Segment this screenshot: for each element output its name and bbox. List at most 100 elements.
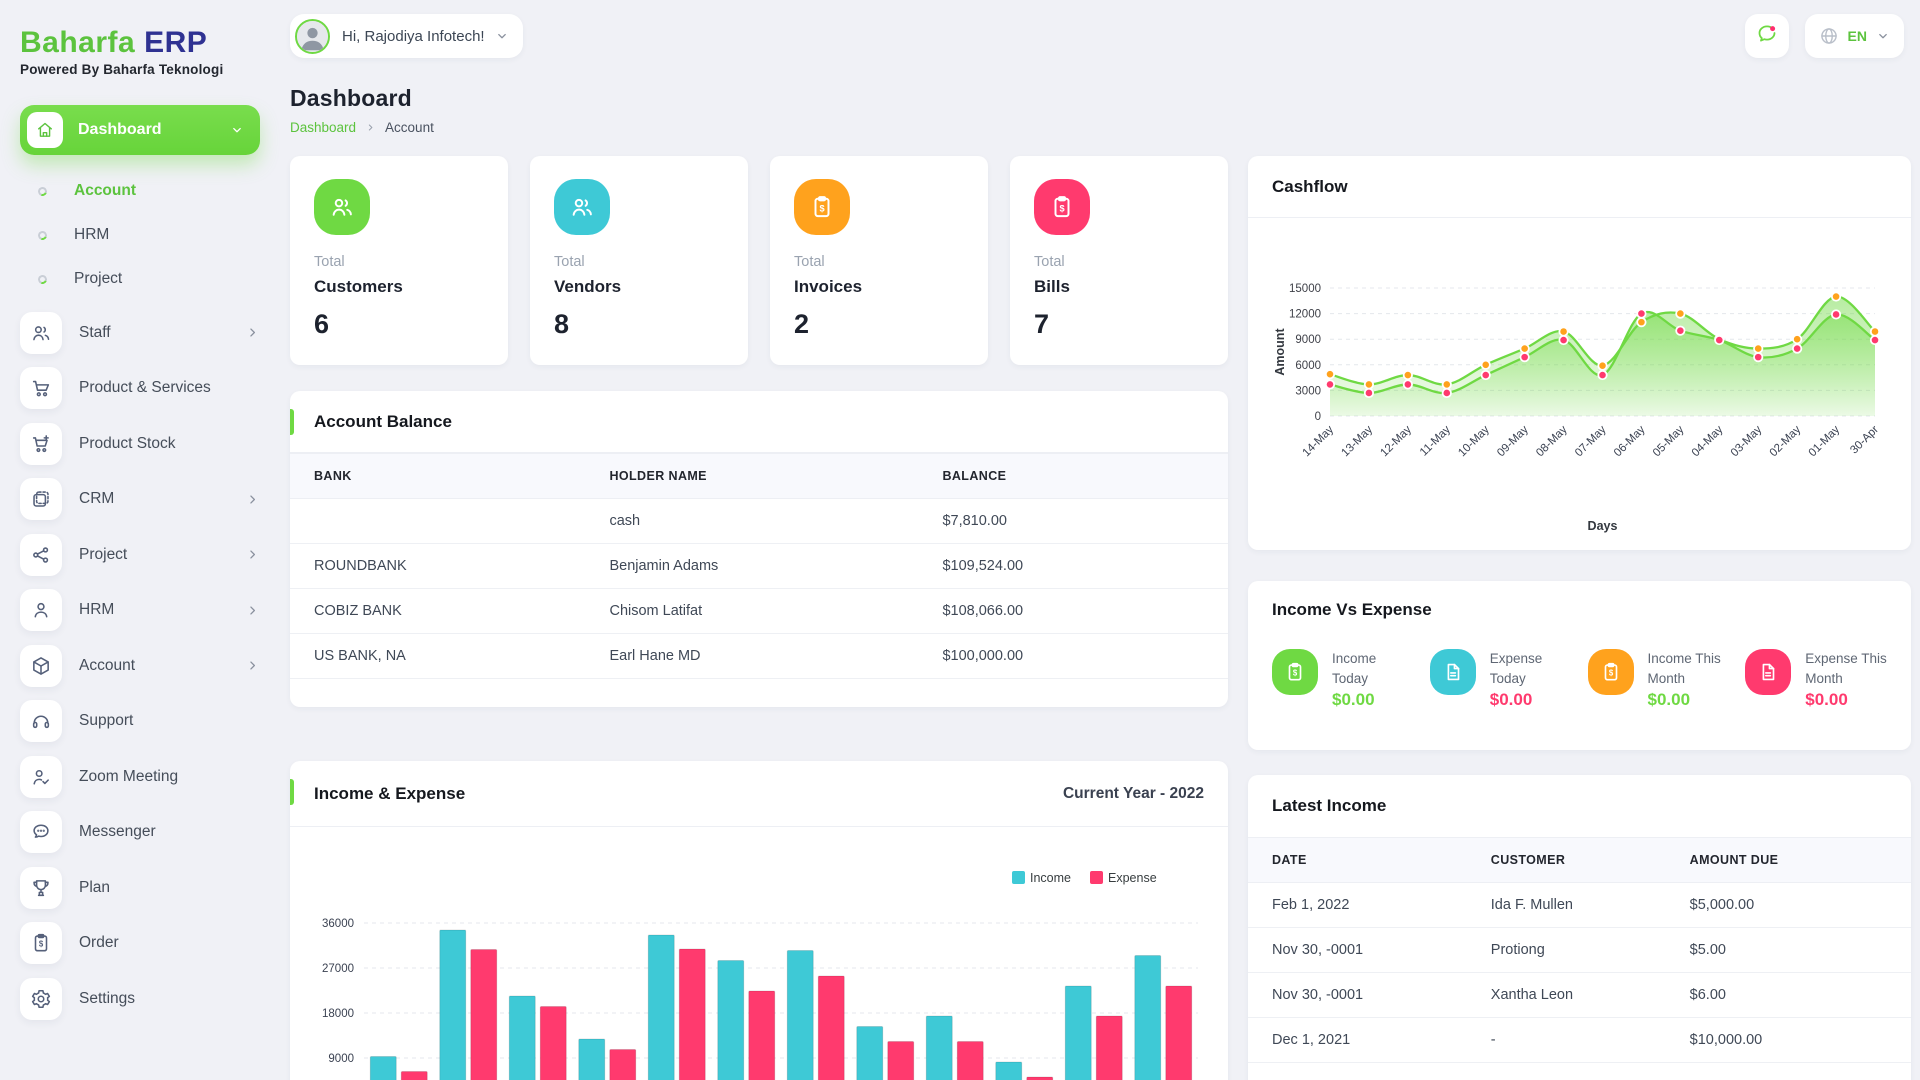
sidebar-item-order[interactable]: $ Order xyxy=(20,916,260,972)
ive-value: $0.00 xyxy=(1332,690,1375,710)
svg-text:10-May: 10-May xyxy=(1456,423,1492,459)
svg-text:Amount: Amount xyxy=(1273,328,1287,376)
headset-icon xyxy=(20,700,62,743)
users-icon xyxy=(554,179,610,235)
stat-card-invoices: $ Total Invoices 2 xyxy=(770,156,988,365)
receipt-icon xyxy=(1429,649,1476,695)
users-icon xyxy=(20,311,62,354)
messages-button[interactable] xyxy=(1744,14,1789,58)
cashflow-title: Cashflow xyxy=(1272,176,1348,196)
cashflow-card: Cashflow 0 3000 6000 9000 12000 15000 14-May 13… xyxy=(1248,156,1911,550)
brand-name-primary: Baharfa xyxy=(20,26,136,59)
sidebar-subitem-hrm[interactable]: HRM xyxy=(20,213,260,257)
sidebar-item-staff[interactable]: Staff xyxy=(20,305,260,361)
box-icon xyxy=(20,644,62,687)
ive-item-income-this-month: $ Income This Month $0.00 xyxy=(1587,649,1730,710)
latest-income-table: DATE CUSTOMER AMOUNT DUE Feb 1, 2022 Ida F.… xyxy=(1248,837,1911,1063)
page-title: Dashboard xyxy=(290,85,412,111)
brand-name-secondary: ERP xyxy=(144,26,208,59)
message-notification-icon xyxy=(1755,22,1779,51)
avatar xyxy=(295,18,330,54)
latest-income-row: Nov 30, -0001 Protiong $5.00 xyxy=(1248,927,1911,973)
ive-value: $0.00 xyxy=(1805,690,1848,710)
sidebar-item-product-services[interactable]: Product & Services xyxy=(20,361,260,417)
column-header-balance: BALANCE xyxy=(918,453,1228,499)
stat-card-bills: $ Total Bills 7 xyxy=(1010,156,1228,365)
account-balance-row: US BANK, NA Earl Hane MD $100,000.00 xyxy=(290,633,1228,679)
svg-text:14-May: 14-May xyxy=(1301,423,1337,459)
clipboard-dollar-icon: $ xyxy=(794,179,850,235)
income-expense-card: Income & Expense Current Year - 2022 090… xyxy=(290,761,1228,1080)
sidebar-item-product-stock[interactable]: Product Stock xyxy=(20,416,260,472)
user-greeting: Hi, Rajodiya Infotech! xyxy=(342,27,485,45)
sidebar-item-account[interactable]: Account xyxy=(20,638,260,694)
bullet-icon xyxy=(36,273,49,285)
language-code: EN xyxy=(1847,28,1867,44)
user-icon xyxy=(20,589,62,632)
account-balance-row: COBIZ BANK Chisom Latifat $108,066.00 xyxy=(290,588,1228,634)
svg-text:06-May: 06-May xyxy=(1612,423,1648,459)
sidebar-subitem-account[interactable]: Account xyxy=(20,169,260,213)
breadcrumb-link-dashboard[interactable]: Dashboard xyxy=(290,120,357,135)
sidebar-item-hrm[interactable]: HRM xyxy=(20,583,260,639)
account-balance-table: BANK HOLDER NAME BALANCE cash $7,810.00 ROUN… xyxy=(290,453,1228,679)
latest-income-row: Nov 30, -0001 Xantha Leon $6.00 xyxy=(1248,972,1911,1018)
id-card-icon xyxy=(20,478,62,521)
ive-item-expense-this-month: Expense This Month $0.00 xyxy=(1745,649,1887,710)
trophy-icon xyxy=(20,866,62,909)
users-icon xyxy=(314,179,370,235)
brand-logo[interactable]: Baharfa ERP Powered By Baharfa Teknologi xyxy=(20,26,260,77)
latest-income-row: Dec 1, 2021- $10,000.00 xyxy=(1248,1017,1911,1063)
sidebar-item-crm[interactable]: CRM xyxy=(20,472,260,528)
sidebar-subitem-project[interactable]: Project xyxy=(20,257,260,301)
svg-text:12000: 12000 xyxy=(1289,309,1321,321)
latest-income-row: Feb 1, 2022 Ida F. Mullen $5,000.00 xyxy=(1248,882,1911,928)
sidebar-item-support[interactable]: Support xyxy=(20,694,260,750)
svg-text:Expense: Expense xyxy=(1108,871,1157,885)
account-balance-row: ROUNDBANK Benjamin Adams $109,524.00 xyxy=(290,543,1228,589)
sidebar-item-plan[interactable]: Plan xyxy=(20,860,260,916)
svg-text:12-May: 12-May xyxy=(1378,423,1414,459)
svg-text:05-May: 05-May xyxy=(1651,423,1687,459)
stat-cards: Total Customers 6 Total Vendors 8 $ Total… xyxy=(290,156,1228,365)
clipboard-dollar-icon: $ xyxy=(1272,649,1318,695)
ive-value: $0.00 xyxy=(1489,690,1533,710)
clipboard-dollar-icon: $ xyxy=(1034,179,1090,235)
language-selector[interactable]: EN xyxy=(1804,14,1904,58)
share-icon xyxy=(20,533,62,576)
svg-text:Income: Income xyxy=(1030,871,1071,885)
svg-text:30-Apr: 30-Apr xyxy=(1848,424,1881,457)
income-expense-period: Current Year - 2022 xyxy=(1062,784,1204,802)
ive-item-income-today: $ Income Today $0.00 xyxy=(1272,649,1414,710)
column-header-bank: BANK xyxy=(290,453,586,499)
chevron-right-icon xyxy=(245,325,260,340)
sidebar-item-messenger[interactable]: Messenger xyxy=(20,805,260,861)
stat-value: 6 xyxy=(314,309,330,339)
svg-text:36000: 36000 xyxy=(322,918,354,930)
left-column: Total Customers 6 Total Vendors 8 $ Total… xyxy=(290,156,1228,1080)
sidebar-item-dashboard[interactable]: Dashboard xyxy=(20,105,260,155)
user-menu-button[interactable]: Hi, Rajodiya Infotech! xyxy=(290,14,523,58)
income-expense-bar-chart: 09000180002700036000AprMayJunJulAugSepOc… xyxy=(322,871,1198,1080)
account-balance-title: Account Balance xyxy=(314,411,452,431)
svg-text:$: $ xyxy=(1608,669,1613,678)
cashflow-area-chart: 0 3000 6000 9000 12000 15000 14-May 13-May 12-Ma… xyxy=(1273,283,1881,533)
column-header-holder-name: HOLDER NAME xyxy=(585,453,919,499)
sidebar-item-settings[interactable]: Settings xyxy=(20,971,260,1027)
svg-text:11-May: 11-May xyxy=(1418,423,1453,458)
stat-card-customers: Total Customers 6 xyxy=(290,156,508,365)
svg-text:$: $ xyxy=(819,203,824,213)
account-balance-row: cash $7,810.00 xyxy=(290,498,1228,544)
svg-text:$: $ xyxy=(1059,203,1064,213)
sidebar-menu: Staff Product & Services Product Stock C… xyxy=(20,305,260,1027)
clipboard-dollar-icon: $ xyxy=(1587,649,1634,695)
sidebar: Baharfa ERP Powered By Baharfa Teknologi… xyxy=(0,0,280,1080)
sidebar-item-project[interactable]: Project xyxy=(20,527,260,583)
ive-value: $0.00 xyxy=(1647,690,1691,710)
sidebar-item-zoom-meeting[interactable]: Zoom Meeting xyxy=(20,749,260,805)
chevron-right-icon xyxy=(245,547,260,562)
cart-plus-icon xyxy=(20,422,62,465)
chevron-right-icon xyxy=(245,492,260,507)
income-vs-expense-title: Income Vs Expense xyxy=(1272,600,1432,619)
svg-text:$: $ xyxy=(39,940,44,949)
